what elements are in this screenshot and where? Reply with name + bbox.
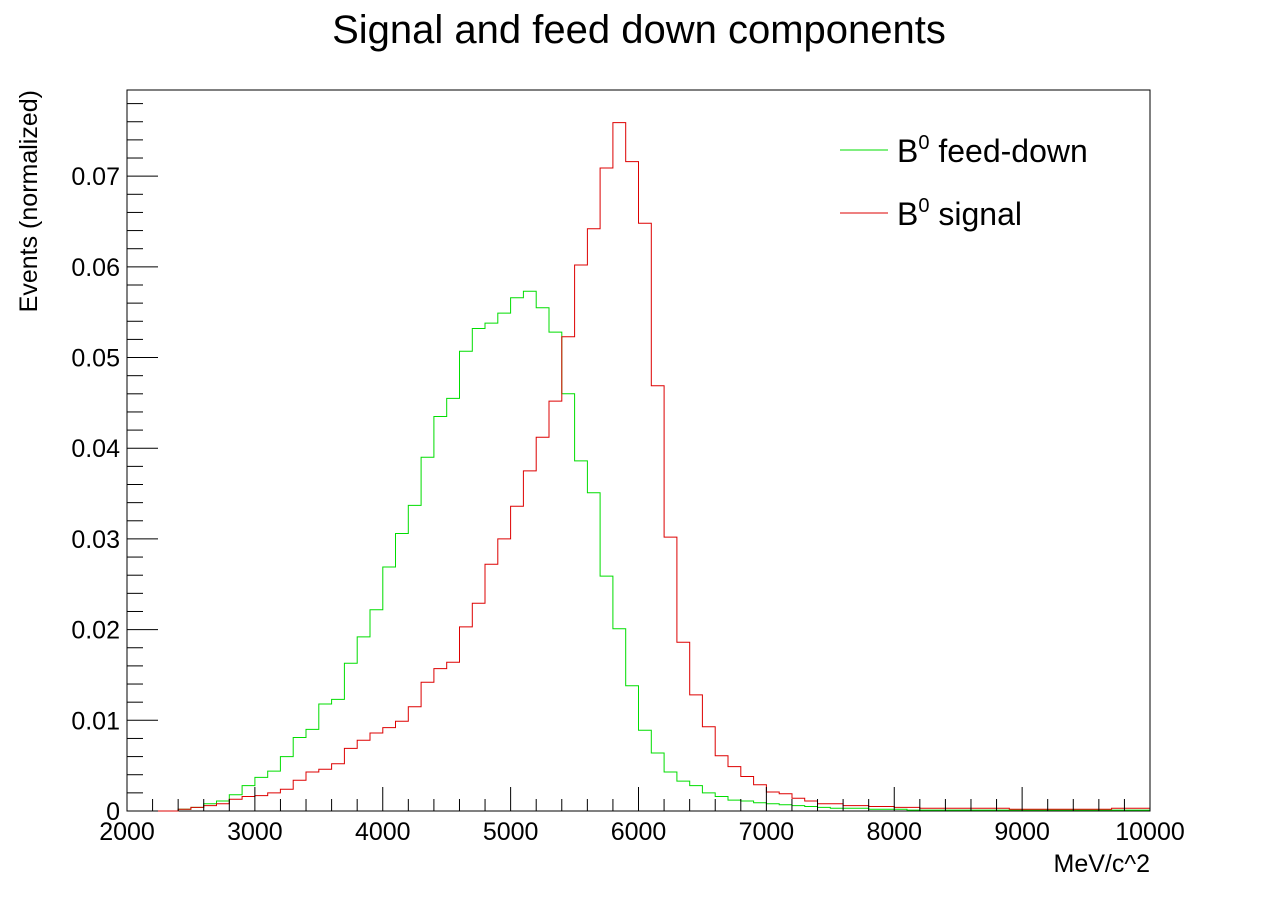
legend-label-0: B0 feed-down <box>897 132 1088 169</box>
legend: B0 feed-down B0 signal <box>840 132 1088 232</box>
y-axis-label: Events (normalized) <box>15 90 43 312</box>
x-tick-label: 2000 <box>99 818 155 846</box>
x-tick-label: 3000 <box>227 818 283 846</box>
y-tick-label: 0.05 <box>71 345 120 373</box>
y-tick-label: 0.07 <box>71 163 120 191</box>
y-tick-label: 0.06 <box>71 254 120 282</box>
x-tick-label: 6000 <box>611 818 667 846</box>
series-1-histogram <box>127 122 1150 812</box>
x-tick-label: 9000 <box>994 818 1050 846</box>
series-0-histogram <box>127 290 1150 812</box>
legend-label-1: B0 signal <box>897 195 1022 232</box>
x-tick-labels: 2000 3000 4000 5000 6000 7000 8000 9000 10000 <box>99 818 1185 846</box>
axis-ticks <box>126 103 1151 812</box>
y-tick-label: 0.02 <box>71 617 120 645</box>
y-tick-label: 0.01 <box>71 707 120 735</box>
series-layer <box>127 122 1150 812</box>
y-tick-label: 0.03 <box>71 526 120 554</box>
x-tick-label: 7000 <box>739 818 795 846</box>
y-tick-labels: 0 0.01 0.02 0.03 0.04 0.05 0.06 0.07 <box>71 163 120 826</box>
x-tick-label: 8000 <box>866 818 922 846</box>
chart-title: Signal and feed down components <box>332 8 946 52</box>
y-tick-label: 0.04 <box>71 435 120 463</box>
x-tick-label: 10000 <box>1115 818 1185 846</box>
x-tick-label: 4000 <box>355 818 411 846</box>
y-tick-label: 0 <box>106 798 120 826</box>
x-axis-label: MeV/c^2 <box>1054 850 1150 878</box>
x-tick-label: 5000 <box>483 818 539 846</box>
